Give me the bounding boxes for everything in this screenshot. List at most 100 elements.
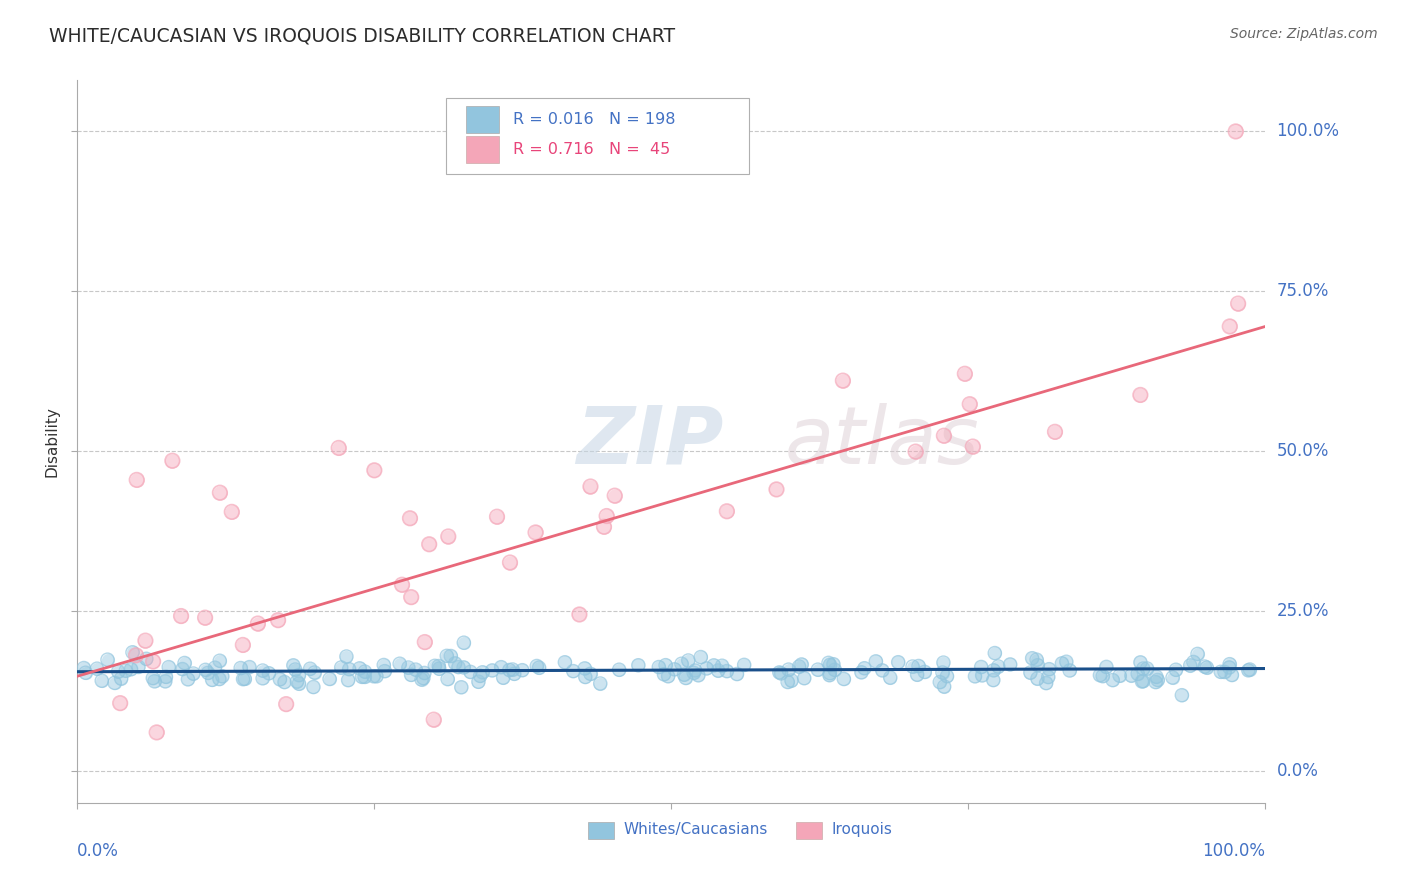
Point [208, 672, 231, 686]
Point [204, 661, 226, 675]
Point [818, 666, 841, 681]
Point [288, 668, 311, 682]
Point [252, 664, 274, 678]
Point [374, 664, 396, 678]
Point [107, 665, 129, 679]
Text: R = 0.016   N = 198: R = 0.016 N = 198 [513, 112, 676, 127]
Point [162, 454, 184, 468]
Point [664, 662, 686, 676]
Point [1025, 653, 1047, 667]
Point [502, 663, 524, 677]
Point [1237, 663, 1260, 677]
Point [155, 674, 177, 689]
Point [114, 664, 136, 678]
Y-axis label: Disability: Disability [45, 406, 60, 477]
Point [142, 671, 165, 685]
Point [972, 668, 994, 682]
Point [831, 374, 853, 388]
Point [562, 664, 585, 678]
Point [276, 697, 298, 711]
Point [423, 713, 446, 727]
Point [1126, 666, 1149, 681]
Point [337, 662, 360, 676]
Point [682, 665, 704, 680]
Point [1219, 319, 1241, 334]
Point [865, 654, 887, 668]
Point [778, 663, 800, 677]
Text: ZIP: ZIP [576, 402, 724, 481]
Point [932, 656, 955, 670]
Point [208, 672, 231, 686]
Point [499, 556, 522, 570]
Point [733, 657, 755, 672]
Point [1026, 658, 1049, 673]
Point [872, 664, 894, 678]
Point [768, 665, 790, 680]
Point [177, 673, 200, 687]
Point [467, 674, 489, 689]
Point [787, 659, 810, 673]
Point [683, 664, 706, 678]
Point [780, 673, 803, 688]
Point [366, 669, 388, 683]
Point [373, 658, 395, 673]
Point [983, 664, 1005, 678]
Point [595, 509, 617, 524]
Point [524, 525, 547, 540]
Point [396, 660, 419, 674]
Point [593, 520, 616, 534]
Point [936, 669, 959, 683]
Point [399, 590, 422, 604]
Point [335, 649, 357, 664]
Point [1194, 659, 1216, 673]
Point [589, 676, 612, 690]
Point [197, 665, 219, 680]
Point [304, 665, 326, 680]
Point [932, 428, 955, 442]
Point [905, 667, 928, 681]
Point [173, 656, 195, 670]
Point [510, 663, 533, 677]
Point [787, 659, 810, 673]
Point [733, 657, 755, 672]
Point [412, 671, 434, 685]
Point [1021, 651, 1043, 665]
Point [962, 440, 984, 454]
Point [423, 658, 446, 673]
Point [120, 662, 142, 676]
Point [1195, 660, 1218, 674]
Point [208, 485, 231, 500]
Point [675, 671, 697, 685]
Point [688, 668, 710, 682]
Point [257, 666, 280, 681]
Point [440, 648, 463, 663]
Point [688, 668, 710, 682]
Point [1239, 663, 1261, 677]
Point [824, 663, 846, 677]
Point [337, 662, 360, 676]
Point [716, 504, 738, 518]
Point [853, 661, 876, 675]
Point [453, 636, 475, 650]
Point [1095, 660, 1118, 674]
Point [953, 367, 976, 381]
Point [1161, 671, 1184, 685]
Point [1218, 660, 1240, 674]
Point [574, 661, 596, 675]
Point [824, 663, 846, 677]
Point [1225, 124, 1247, 138]
Point [928, 675, 950, 690]
Point [127, 660, 149, 674]
Point [818, 668, 841, 682]
Point [1091, 669, 1114, 683]
Point [108, 696, 131, 710]
Point [984, 646, 1007, 660]
Point [157, 660, 180, 674]
Point [73, 661, 96, 675]
Point [114, 664, 136, 678]
Point [579, 666, 602, 681]
Point [1182, 655, 1205, 669]
Point [832, 672, 855, 686]
Point [1038, 670, 1060, 684]
Point [725, 667, 748, 681]
